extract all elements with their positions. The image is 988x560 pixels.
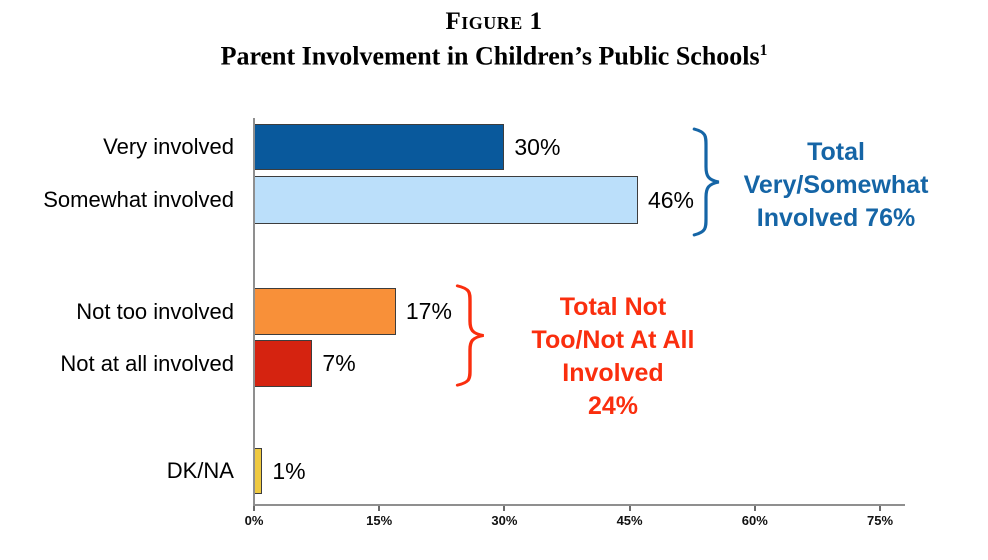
annotation-line: Too/Not At All (531, 326, 695, 354)
x-axis-tick (378, 506, 381, 511)
category-label: Not at all involved (60, 350, 234, 376)
figure-number-label: Figure 1 (445, 8, 543, 35)
page-title-text: Parent Involvement in Children’s Public … (220, 41, 760, 71)
x-axis-tick-label: 15% (366, 513, 393, 528)
page-title: Parent Involvement in Children’s Public … (0, 36, 988, 72)
bar-somewhat-involved (254, 176, 638, 224)
category-label: Very involved (103, 134, 234, 159)
x-axis-tick (753, 506, 756, 511)
figure-title-block: Figure 1 Parent Involvement in Children’… (0, 8, 988, 72)
x-axis-tick-label: 0% (244, 513, 264, 528)
bar-dk-na (254, 448, 263, 494)
annotation-line: Involved (562, 359, 664, 387)
category-label: Somewhat involved (43, 187, 234, 212)
bar-value-label: 46% (647, 187, 694, 213)
bar-not-too-involved (254, 288, 396, 335)
annotation-line: Total Not (559, 293, 667, 321)
x-axis-tick (253, 506, 255, 511)
footnote-marker: 1 (759, 42, 768, 59)
bar-value-label: 1% (272, 458, 306, 484)
x-axis-tick-label: 75% (866, 513, 894, 528)
annotation-line: 24% (587, 392, 639, 420)
curly-brace-blue-icon (692, 127, 720, 237)
category-label: DK/NA (166, 458, 234, 483)
category-label: Not too involved (76, 298, 234, 324)
x-axis-tick (503, 506, 506, 511)
x-axis-tick (628, 506, 631, 511)
annotation-line: Total (807, 138, 865, 166)
x-axis-line (253, 504, 905, 506)
bar-value-label: 7% (322, 350, 356, 376)
x-axis-tick (879, 506, 881, 511)
total-involved-annotation: Total Very/Somewhat Involved 76% (703, 136, 969, 235)
x-axis-tick-label: 60% (741, 513, 768, 528)
x-axis-tick-label: 30% (491, 513, 518, 528)
bar-value-label: 17% (405, 298, 452, 324)
annotation-line: Very/Somewhat (743, 171, 929, 199)
bar-value-label: 30% (514, 134, 561, 160)
total-not-involved-annotation: Total Not Too/Not At All Involved 24% (492, 291, 734, 423)
curly-brace-red-icon (455, 284, 484, 387)
y-axis-line (253, 118, 255, 506)
bar-not-at-all-involved (254, 340, 313, 387)
x-axis-tick-label: 45% (616, 513, 643, 528)
annotation-line: Involved 76% (756, 204, 916, 232)
bar-very-involved (254, 124, 505, 170)
